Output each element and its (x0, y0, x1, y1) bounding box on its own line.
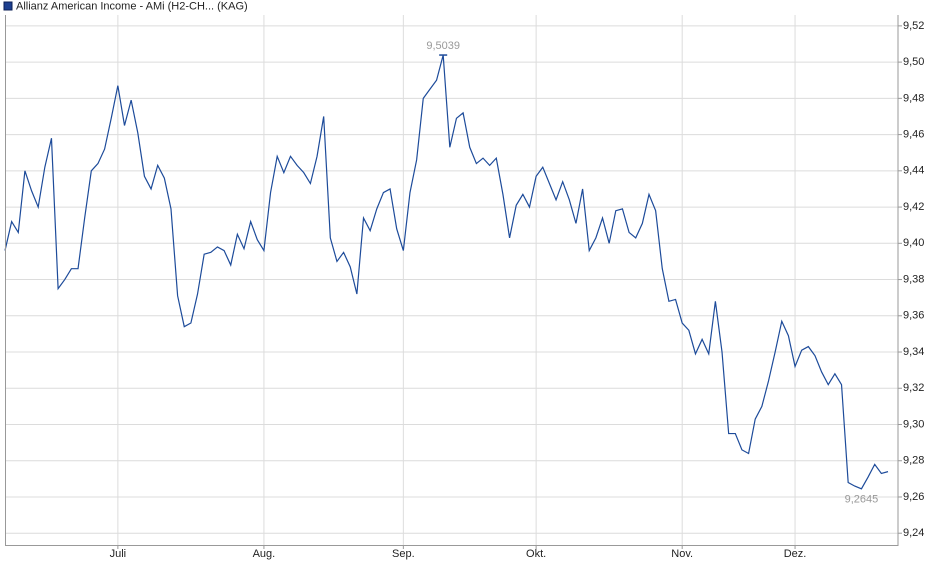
x-tick-label: Juli (110, 548, 127, 560)
x-tick-label: Nov. (671, 548, 693, 560)
y-tick-label: 9,40 (903, 237, 924, 249)
y-tick-label: 9,48 (903, 92, 924, 104)
value-label: 9,5039 (426, 40, 460, 52)
plot-frame (5, 15, 899, 546)
x-tick-label: Aug. (253, 548, 276, 560)
y-tick-label: 9,32 (903, 382, 924, 394)
y-tick-label: 9,38 (903, 273, 924, 285)
y-tick-label: 9,28 (903, 455, 924, 467)
x-tick-label: Dez. (784, 548, 807, 560)
x-tick-label: Sep. (392, 548, 415, 560)
y-tick-label: 9,34 (903, 346, 924, 358)
y-tick-label: 9,24 (903, 527, 924, 539)
y-tick-label: 9,26 (903, 491, 924, 503)
y-tick-label: 9,36 (903, 310, 924, 322)
y-tick-label: 9,46 (903, 128, 924, 140)
line (4, 54, 889, 490)
y-tick-label: 9,44 (903, 165, 924, 177)
y-tick-label: 9,30 (903, 418, 924, 430)
y-tick-label: 9,50 (903, 56, 924, 68)
legend-label: Allianz American Income - AMi (H2-CH... … (16, 0, 248, 12)
x-tick-label: Okt. (526, 548, 546, 560)
value-label: 9,2645 (845, 494, 879, 506)
grid (5, 15, 902, 549)
legend-swatch (3, 1, 13, 11)
y-tick-label: 9,42 (903, 201, 924, 213)
plot (4, 54, 889, 490)
y-tick-label: 9,52 (903, 20, 924, 32)
